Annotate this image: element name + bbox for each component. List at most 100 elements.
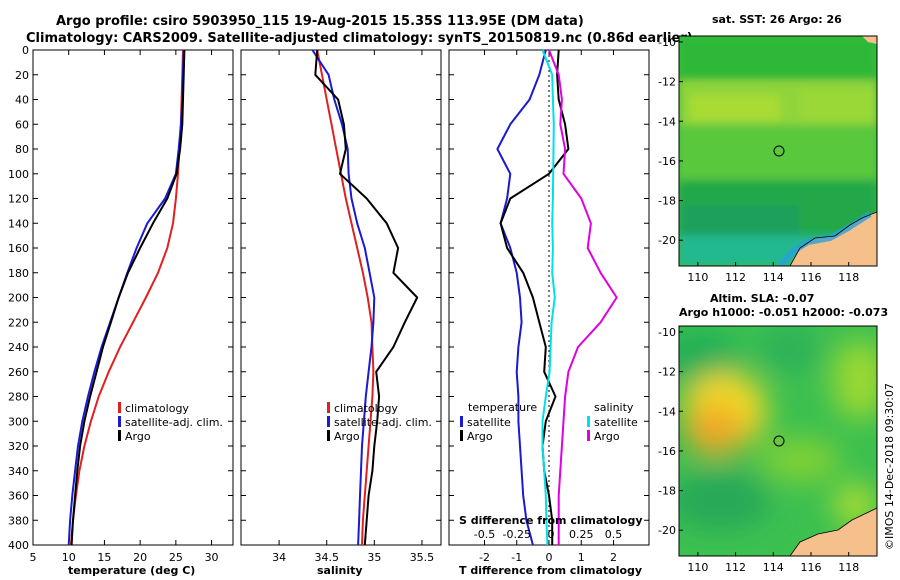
x-tick-label: 20 <box>133 551 147 564</box>
legend-label-s-argo: Argo <box>594 430 620 443</box>
lat-tick-label: -16 <box>658 445 676 458</box>
sst-map: sat. SST: 26 Argo: 26 -10 -12 -14 -16 -18 -20… <box>658 13 878 284</box>
depth-axis-ticks: 0 20 40 60 80 100 120 140 160 180 200 220 240 260 280 3… <box>8 44 233 552</box>
lat-tick-label: -14 <box>658 115 676 128</box>
legend-swatch-s-satellite <box>587 416 590 427</box>
depth-tick-label: 300 <box>8 415 29 428</box>
salinity-axis-label: salinity <box>317 564 363 577</box>
lon-tick-label: 110 <box>687 561 708 574</box>
depth-tick-label: 240 <box>8 341 29 354</box>
x-tick-label: 2 <box>610 551 617 564</box>
difference-depth-ticks <box>449 49 649 546</box>
depth-tick-label: 80 <box>15 143 29 156</box>
sla-map-field <box>679 326 877 556</box>
depth-tick-label: 20 <box>15 69 29 82</box>
depth-tick-label: 320 <box>8 440 29 453</box>
x-tick-label: 15 <box>97 551 111 564</box>
x-tick-label: 35.5 <box>410 551 435 564</box>
depth-tick-label: 260 <box>8 366 29 379</box>
depth-tick-label: 140 <box>8 217 29 230</box>
sst-map-frame <box>678 35 878 267</box>
lon-tick-label: 118 <box>838 561 859 574</box>
temperature-series <box>67 49 186 546</box>
x-tick-label: 10 <box>62 551 76 564</box>
difference-legend-temperature: temperature satellite Argo <box>460 401 537 443</box>
legend-label-satellite: satellite-adj. clim. <box>125 416 223 429</box>
depth-tick-label: 40 <box>15 94 29 107</box>
x-tick-label: -1 <box>511 551 522 564</box>
depth-tick-label: 360 <box>8 490 29 503</box>
depth-tick-label: 220 <box>8 316 29 329</box>
lat-tick-label: -12 <box>658 76 676 89</box>
series-line-salinity-satellite <box>541 49 556 546</box>
lat-tick-label: -10 <box>658 36 676 49</box>
lon-tick-label: 116 <box>801 271 822 284</box>
depth-tick-label: 160 <box>8 242 29 255</box>
difference-panel: -2 -1 0 1 2 temperature satellite Argo salin… <box>448 49 650 577</box>
sla-map-lat-ticks: -10 -12 -14 -16 -18 -20 <box>658 326 683 537</box>
salinity-series <box>311 49 419 546</box>
series-line-salinity-argo <box>548 49 618 545</box>
sla-map-title: Altim. SLA: -0.07 <box>710 292 814 305</box>
x-tick-label: 30 <box>205 551 219 564</box>
depth-tick-label: 200 <box>8 292 29 305</box>
x-tick-label: 0 <box>546 551 553 564</box>
legend-label-t-satellite: satellite <box>467 416 511 429</box>
series-line-climatology <box>316 49 375 546</box>
depth-tick-label: 340 <box>8 465 29 478</box>
legend-swatch-climatology <box>327 402 330 413</box>
legend-swatch-satellite <box>118 416 121 427</box>
x-tick-label: -2 <box>479 551 490 564</box>
lat-tick-label: -18 <box>658 485 676 498</box>
legend-swatch-climatology <box>118 402 121 413</box>
lat-tick-label: -18 <box>658 195 676 208</box>
sla-map-subtitle: Argo h1000: -0.051 h2000: -0.073 <box>679 306 888 319</box>
series-line-satellite-adj-clim- <box>67 49 185 546</box>
x-tick-label: 35 <box>367 551 381 564</box>
salinity-difference-tick-label: 0.25 <box>569 528 594 541</box>
legend-label-argo: Argo <box>125 430 151 443</box>
legend-swatch-argo <box>118 430 121 441</box>
depth-tick-label: 380 <box>8 514 29 527</box>
difference-legend-salinity: salinity satellite Argo <box>587 401 638 443</box>
sla-map-lon-ticks: 110 112 114 116 118 <box>687 552 859 574</box>
temperature-difference-label: T difference from climatology <box>459 564 642 577</box>
sst-map-lat-ticks: -10 -12 -14 -16 -18 -20 <box>658 36 683 247</box>
temperature-legend: climatology satellite-adj. clim. Argo <box>118 402 223 443</box>
temperature-panel: 0 20 40 60 80 100 120 140 160 180 200 220 240 260 280 3… <box>8 44 234 577</box>
lon-tick-label: 114 <box>763 271 784 284</box>
lat-tick-label: -20 <box>658 524 676 537</box>
depth-tick-label: 60 <box>15 118 29 131</box>
sst-map-title: sat. SST: 26 Argo: 26 <box>712 13 842 26</box>
lon-tick-label: 110 <box>687 271 708 284</box>
series-line-temperature-satellite <box>496 49 547 546</box>
legend-label-climatology: climatology <box>334 402 398 415</box>
salinity-legend: climatology satellite-adj. clim. Argo <box>327 402 432 443</box>
argo-position-marker <box>773 145 785 157</box>
x-tick-label: 34.5 <box>314 551 339 564</box>
salinity-depth-ticks <box>241 49 441 546</box>
imos-watermark: ©IMOS 14-Dec-2018 09:30:07 <box>883 383 896 550</box>
lat-tick-label: -14 <box>658 405 676 418</box>
lat-tick-label: -20 <box>658 234 676 247</box>
temperature-plot-frame <box>32 49 234 546</box>
difference-series <box>496 49 618 546</box>
salinity-difference-tick-label: -0.25 <box>503 528 531 541</box>
salinity-difference-tick-label: 0 <box>548 528 555 541</box>
lon-tick-label: 116 <box>801 561 822 574</box>
depth-tick-label: 100 <box>8 168 29 181</box>
series-line-climatology <box>69 49 184 546</box>
salinity-difference-tick-label: 0.5 <box>605 528 623 541</box>
legend-title-temperature: temperature <box>468 401 537 414</box>
lon-tick-label: 114 <box>763 561 784 574</box>
depth-tick-label: 280 <box>8 391 29 404</box>
depth-tick-label: 400 <box>8 539 29 552</box>
temperature-axis-label: temperature (deg C) <box>68 564 195 577</box>
legend-swatch-t-satellite <box>460 416 463 427</box>
legend-label-argo: Argo <box>334 430 360 443</box>
salinity-panel: 34 34.5 35 35.5 salinity climatology satell… <box>240 49 442 577</box>
lon-tick-label: 112 <box>725 561 746 574</box>
series-line-argo <box>70 49 186 546</box>
legend-swatch-argo <box>327 430 330 441</box>
argo-position-marker <box>773 435 785 447</box>
